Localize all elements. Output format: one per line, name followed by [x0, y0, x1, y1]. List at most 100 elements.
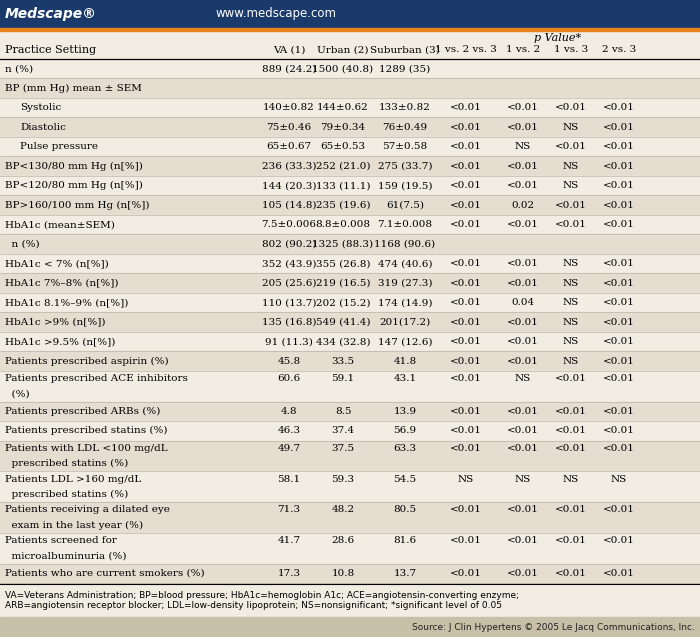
Text: <0.01: <0.01	[450, 337, 482, 346]
Text: <0.01: <0.01	[450, 569, 482, 578]
Text: 13.9: 13.9	[393, 407, 416, 416]
Text: <0.01: <0.01	[603, 220, 635, 229]
Text: NS: NS	[563, 181, 579, 190]
Text: 7.5±0.006: 7.5±0.006	[262, 220, 316, 229]
Text: BP<130/80 mm Hg (n[%]): BP<130/80 mm Hg (n[%])	[5, 162, 143, 171]
Text: <0.01: <0.01	[507, 162, 539, 171]
Text: <0.01: <0.01	[555, 407, 587, 416]
Bar	[0, 137, 700, 157]
Text: <0.01: <0.01	[450, 181, 482, 190]
Text: 802 (90.2): 802 (90.2)	[262, 240, 316, 248]
Text: Medscape®: Medscape®	[5, 7, 97, 21]
Text: 48.2: 48.2	[331, 505, 355, 514]
Text: 133±0.82: 133±0.82	[379, 103, 431, 112]
Text: 174 (14.9): 174 (14.9)	[378, 298, 433, 307]
Text: <0.01: <0.01	[603, 357, 635, 366]
Text: BP>160/100 mm Hg (n[%]): BP>160/100 mm Hg (n[%])	[5, 201, 150, 210]
Text: <0.01: <0.01	[603, 374, 635, 383]
Text: 1325 (88.3): 1325 (88.3)	[312, 240, 374, 248]
Text: 76±0.49: 76±0.49	[382, 123, 428, 132]
Text: <0.01: <0.01	[555, 220, 587, 229]
Text: <0.01: <0.01	[450, 407, 482, 416]
Text: 205 (25.6): 205 (25.6)	[262, 279, 316, 288]
Text: 10.8: 10.8	[331, 569, 355, 578]
Text: <0.01: <0.01	[507, 569, 539, 578]
Text: 81.6: 81.6	[393, 536, 416, 545]
Text: <0.01: <0.01	[450, 123, 482, 132]
Text: exam in the last year (%): exam in the last year (%)	[5, 520, 143, 530]
Text: <0.01: <0.01	[507, 357, 539, 366]
Bar	[0, 421, 700, 441]
Text: 7.1±0.008: 7.1±0.008	[377, 220, 433, 229]
Text: 352 (43.9): 352 (43.9)	[262, 259, 316, 268]
Text: n (%): n (%)	[5, 64, 33, 73]
Text: Patients prescribed ARBs (%): Patients prescribed ARBs (%)	[5, 407, 160, 416]
Text: 59.3: 59.3	[331, 475, 355, 483]
Text: BP (mm Hg) mean ± SEM: BP (mm Hg) mean ± SEM	[5, 83, 142, 93]
Text: 889 (24.2): 889 (24.2)	[262, 64, 316, 73]
Text: <0.01: <0.01	[603, 103, 635, 112]
Text: <0.01: <0.01	[450, 201, 482, 210]
Text: Patients prescribed aspirin (%): Patients prescribed aspirin (%)	[5, 357, 169, 366]
Text: NS: NS	[563, 318, 579, 327]
Text: 147 (12.6): 147 (12.6)	[378, 337, 433, 346]
Text: 235 (19.6): 235 (19.6)	[316, 201, 370, 210]
Text: <0.01: <0.01	[507, 318, 539, 327]
Text: 54.5: 54.5	[393, 475, 416, 483]
Text: 434 (32.8): 434 (32.8)	[316, 337, 370, 346]
Text: <0.01: <0.01	[555, 444, 587, 453]
Bar	[0, 441, 700, 471]
Text: 105 (14.8): 105 (14.8)	[262, 201, 316, 210]
Text: <0.01: <0.01	[603, 181, 635, 190]
Text: Patients with LDL <100 mg/dL: Patients with LDL <100 mg/dL	[5, 444, 167, 453]
Text: 1168 (90.6): 1168 (90.6)	[374, 240, 435, 248]
Text: Patients screened for: Patients screened for	[5, 536, 117, 545]
Text: NS: NS	[515, 142, 531, 151]
Text: 91 (11.3): 91 (11.3)	[265, 337, 313, 346]
Text: NS: NS	[563, 298, 579, 307]
Text: <0.01: <0.01	[450, 103, 482, 112]
Text: <0.01: <0.01	[450, 259, 482, 268]
Bar	[0, 28, 700, 31]
Bar	[0, 312, 700, 332]
Text: 135 (16.8): 135 (16.8)	[262, 318, 316, 327]
Text: <0.01: <0.01	[450, 426, 482, 435]
Bar	[0, 117, 700, 137]
Text: <0.01: <0.01	[603, 426, 635, 435]
Text: <0.01: <0.01	[507, 279, 539, 288]
Text: <0.01: <0.01	[507, 426, 539, 435]
Text: 75±0.46: 75±0.46	[267, 123, 312, 132]
Text: <0.01: <0.01	[603, 142, 635, 151]
Text: 65±0.53: 65±0.53	[321, 142, 365, 151]
Text: <0.01: <0.01	[555, 505, 587, 514]
Text: <0.01: <0.01	[603, 298, 635, 307]
Text: <0.01: <0.01	[603, 337, 635, 346]
Text: Systolic: Systolic	[20, 103, 62, 112]
Text: <0.01: <0.01	[555, 569, 587, 578]
Text: <0.01: <0.01	[603, 279, 635, 288]
Text: HbA1c >9% (n[%]): HbA1c >9% (n[%])	[5, 318, 106, 327]
Text: 8.8±0.008: 8.8±0.008	[316, 220, 370, 229]
Text: 355 (26.8): 355 (26.8)	[316, 259, 370, 268]
Text: n (%): n (%)	[5, 240, 40, 248]
Text: ARB=angiotensin receptor blocker; LDL=low-density lipoprotein; NS=nonsignificant: ARB=angiotensin receptor blocker; LDL=lo…	[5, 601, 502, 610]
Text: BP<120/80 mm Hg (n[%]): BP<120/80 mm Hg (n[%])	[5, 181, 143, 190]
Bar	[0, 157, 700, 176]
Text: Practice Setting: Practice Setting	[5, 45, 96, 55]
Text: <0.01: <0.01	[450, 444, 482, 453]
Text: <0.01: <0.01	[507, 337, 539, 346]
Text: <0.01: <0.01	[450, 374, 482, 383]
Text: <0.01: <0.01	[507, 123, 539, 132]
Text: 41.7: 41.7	[277, 536, 300, 545]
Bar	[0, 196, 700, 215]
Text: 63.3: 63.3	[393, 444, 416, 453]
Text: 0.04: 0.04	[512, 298, 535, 307]
Text: 49.7: 49.7	[277, 444, 300, 453]
Text: 56.9: 56.9	[393, 426, 416, 435]
Text: 144±0.62: 144±0.62	[317, 103, 369, 112]
Text: NS: NS	[515, 374, 531, 383]
Bar	[0, 59, 700, 78]
Text: 0.02: 0.02	[512, 201, 535, 210]
Text: Patients LDL >160 mg/dL: Patients LDL >160 mg/dL	[5, 475, 141, 483]
Text: 13.7: 13.7	[393, 569, 416, 578]
